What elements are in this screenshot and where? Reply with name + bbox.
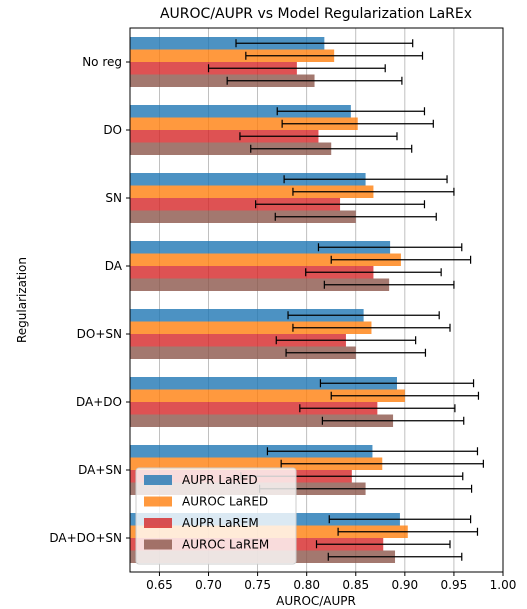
y-tick-label: DO+SN — [77, 327, 122, 341]
y-tick-label: DA — [105, 259, 123, 273]
x-tick-label: 0.80 — [293, 578, 320, 592]
legend: AUPR LaRED AUROC LaRED AUPR LaREM AUROC LaR… — [135, 467, 297, 565]
bar — [130, 377, 397, 390]
legend-box — [135, 467, 297, 565]
legend-label: AUROC LaREM — [182, 538, 269, 552]
y-axis-label: Regularization — [15, 257, 29, 343]
x-tick-label: 0.90 — [391, 578, 418, 592]
bar — [130, 402, 378, 415]
bar — [130, 346, 356, 359]
legend-swatch — [144, 496, 172, 507]
bar — [130, 173, 366, 186]
y-tick-layer: No reg DO SN DA DO+SN DA+DO DA+SN DA+DO+SN — [49, 55, 130, 545]
bar — [130, 210, 356, 223]
bar — [130, 445, 373, 458]
bar — [130, 253, 401, 266]
bar — [130, 309, 364, 322]
bar — [130, 266, 374, 279]
y-tick-label: DA+DO — [76, 395, 122, 409]
bar — [130, 457, 383, 470]
x-tick-label: 0.65 — [146, 578, 173, 592]
bar — [130, 37, 325, 50]
bar — [130, 198, 341, 211]
bar — [130, 130, 319, 143]
x-tick-label: 0.95 — [441, 578, 468, 592]
bar — [130, 389, 405, 402]
legend-label: AUROC LaRED — [182, 495, 268, 509]
legend-swatch — [144, 518, 172, 528]
bar — [130, 49, 335, 62]
x-tick-label: 1.00 — [490, 578, 517, 592]
plot-frame — [129, 27, 504, 573]
bar — [130, 105, 351, 118]
y-tick-label: DA+DO+SN — [49, 531, 122, 545]
bar — [130, 142, 332, 155]
x-axis-label: AUROC/AUPR — [276, 594, 356, 608]
x-tick-label: 0.75 — [244, 578, 271, 592]
x-tick-label: 0.85 — [342, 578, 369, 592]
bar — [130, 414, 394, 427]
y-tick-label: DA+SN — [78, 463, 122, 477]
bar — [130, 334, 346, 347]
legend-swatch — [144, 475, 172, 485]
bar — [130, 321, 372, 334]
bar — [130, 185, 374, 198]
y-tick-label: DO — [103, 123, 122, 137]
x-tick-layer: 0.65 0.70 0.75 0.80 0.85 0.90 0.95 1.00 — [146, 572, 516, 592]
y-tick-label: SN — [105, 191, 122, 205]
bar — [130, 241, 391, 254]
x-tick-label: 0.70 — [195, 578, 222, 592]
legend-swatch — [144, 539, 172, 550]
legend-label: AUPR LaRED — [182, 473, 258, 487]
bar — [130, 117, 358, 130]
chart-title: AUROC/AUPR vs Model Regularization LaREx — [160, 6, 472, 22]
y-tick-label: No reg — [82, 55, 122, 69]
legend-label: AUPR LaREM — [182, 516, 259, 530]
bar — [130, 74, 315, 87]
